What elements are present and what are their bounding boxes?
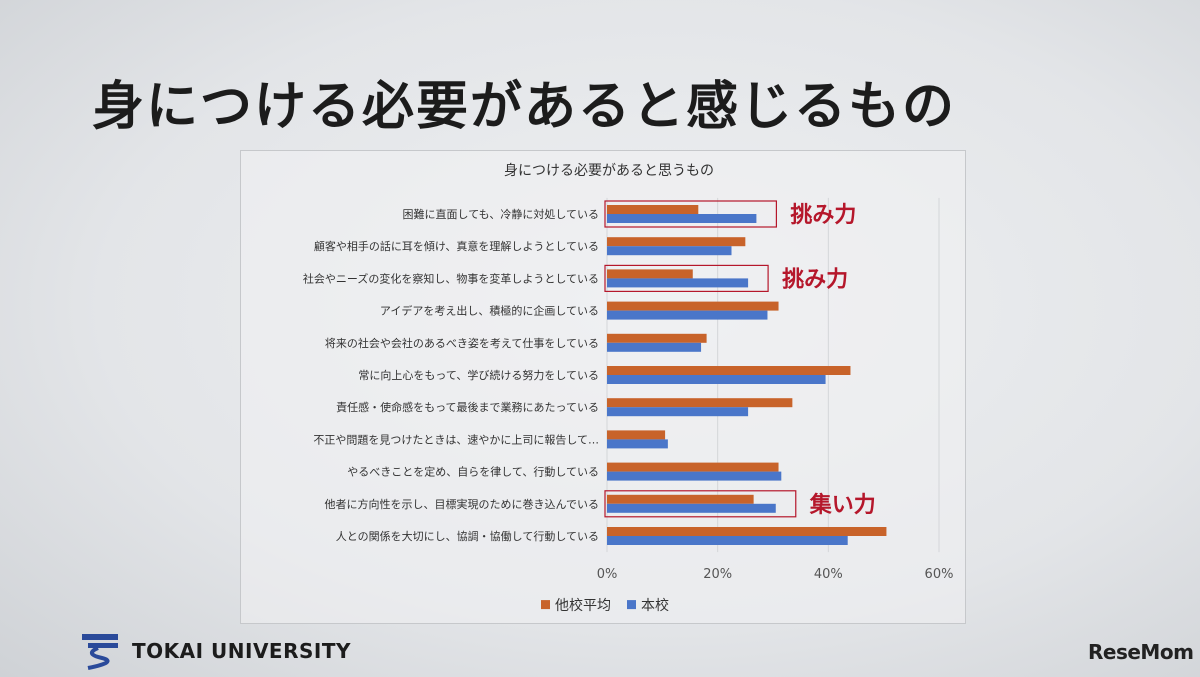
x-tick-label: 60% [925,567,954,582]
bar [607,246,732,256]
bar [607,205,699,214]
legend-label: 本校 [641,597,669,614]
bar [607,503,776,513]
category-label: 不正や問題を見つけたときは、速やかに上司に報告して… [313,433,599,446]
bar [607,407,749,417]
highlight-box [604,200,777,228]
highlight-label: 集い力 [809,492,876,518]
bar [607,527,887,536]
chart-title: 身につける必要があると思うもの [504,163,714,179]
bar [607,310,768,320]
slide-title: 身につける必要があると感じるもの [92,77,957,137]
highlight-box [604,490,797,518]
x-tick-label: 40% [814,567,843,582]
bar [607,536,848,545]
category-label: 常に向上心をもって、学び続ける努力をしている [358,368,599,382]
category-label: 社会やニーズの変化を察知し、物事を変革しようとしている [303,271,599,285]
bar [607,494,754,504]
university-logo: TOKAI UNIVERSITY [80,631,351,671]
bar [607,398,793,408]
category-label: 困難に直面しても、冷静に対処している [403,207,599,221]
bar-chart: 身につける必要があると思うもの 困難に直面しても、冷静に対処している顧客や相手の… [303,163,954,614]
x-tick-label: 20% [703,567,732,582]
bar [607,430,666,440]
x-tick-label: 0% [597,567,618,582]
highlight-label: 挑み力 [782,267,848,292]
watermark: ReseMom [1088,640,1194,664]
category-label: 将来の社会や会社のあるべき姿を考えて仕事をしている [325,336,599,350]
bar [607,471,782,481]
university-name: TOKAI UNIVERSITY [132,639,351,663]
category-label: 人との関係を大切にし、協調・協働して行動している [336,529,599,543]
category-label: やるべきことを定め、自らを律して、行動している [347,465,599,479]
bar [607,462,779,472]
highlight-label: 挑み力 [790,203,856,228]
bar [607,301,779,311]
bar [607,269,693,279]
bar [607,278,749,288]
highlight-box [604,264,769,293]
bar [607,237,746,247]
legend-swatch [627,600,636,610]
university-emblem-icon [82,634,118,670]
category-label: アイデアを考え出し、積極的に企画している [380,304,599,318]
bar [607,366,851,375]
bar [607,439,668,449]
category-label: 責任感・使命感をもって最後まで業務にあたっている [336,400,599,414]
bar [607,333,707,343]
legend-swatch [541,600,550,610]
category-label: 顧客や相手の話に耳を傾け、真意を理解しようとしている [314,239,599,253]
chart-frame: 身につける必要があると思うもの 困難に直面しても、冷静に対処している顧客や相手の… [240,150,966,624]
bar [607,342,702,352]
category-label: 他者に方向性を示し、目標実現のために巻き込んでいる [325,497,599,511]
bar [607,375,826,384]
bar [607,214,757,223]
legend-label: 他校平均 [555,597,611,614]
